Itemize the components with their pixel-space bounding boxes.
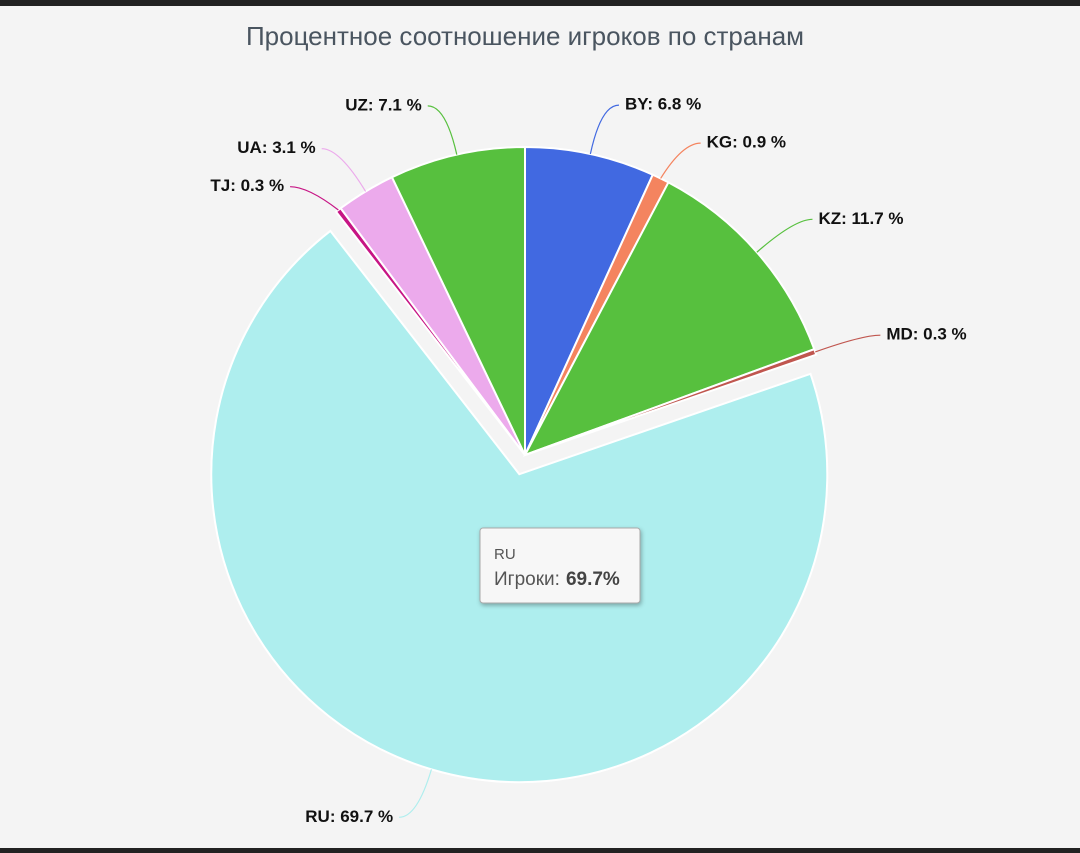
data-label: TJ: 0.3 % (210, 176, 284, 195)
leader-line (399, 769, 432, 818)
tooltip-title: RU (494, 546, 516, 563)
leader-line (290, 186, 339, 211)
pie-slice (524, 347, 818, 456)
tooltip-value: 69.7% (566, 569, 620, 590)
data-label: RU: 69.7 % (305, 807, 393, 826)
data-label: KZ: 11.7 % (818, 209, 903, 228)
tooltip-box (479, 527, 641, 604)
labels: BY: 6.8 % KG: 0.9 % KZ: 11.7 % MD: 0.3 % RU:… (210, 95, 966, 826)
pie-slice (522, 181, 816, 457)
bottom-border (0, 848, 1080, 853)
leader-line (321, 148, 367, 192)
chart-title: Процентное соотношение игроков по страна… (246, 21, 804, 51)
leader-line (427, 105, 458, 155)
leader-line (815, 334, 881, 353)
pie-slice (210, 229, 829, 784)
leader-line (660, 142, 701, 179)
data-label: KG: 0.9 % (707, 133, 786, 152)
data-label: UZ: 7.1 % (345, 95, 422, 114)
data-label: BY: 6.8 % (625, 95, 701, 114)
top-border (0, 0, 1080, 6)
data-label: UA: 3.1 % (237, 138, 315, 157)
tooltip-label: Игроки: (494, 569, 560, 590)
pie (210, 145, 829, 784)
leader-line (756, 218, 813, 253)
tooltip: RU Игроки: 69.7% (479, 527, 641, 604)
data-label: MD: 0.3 % (886, 325, 966, 344)
leader-line (589, 104, 620, 155)
